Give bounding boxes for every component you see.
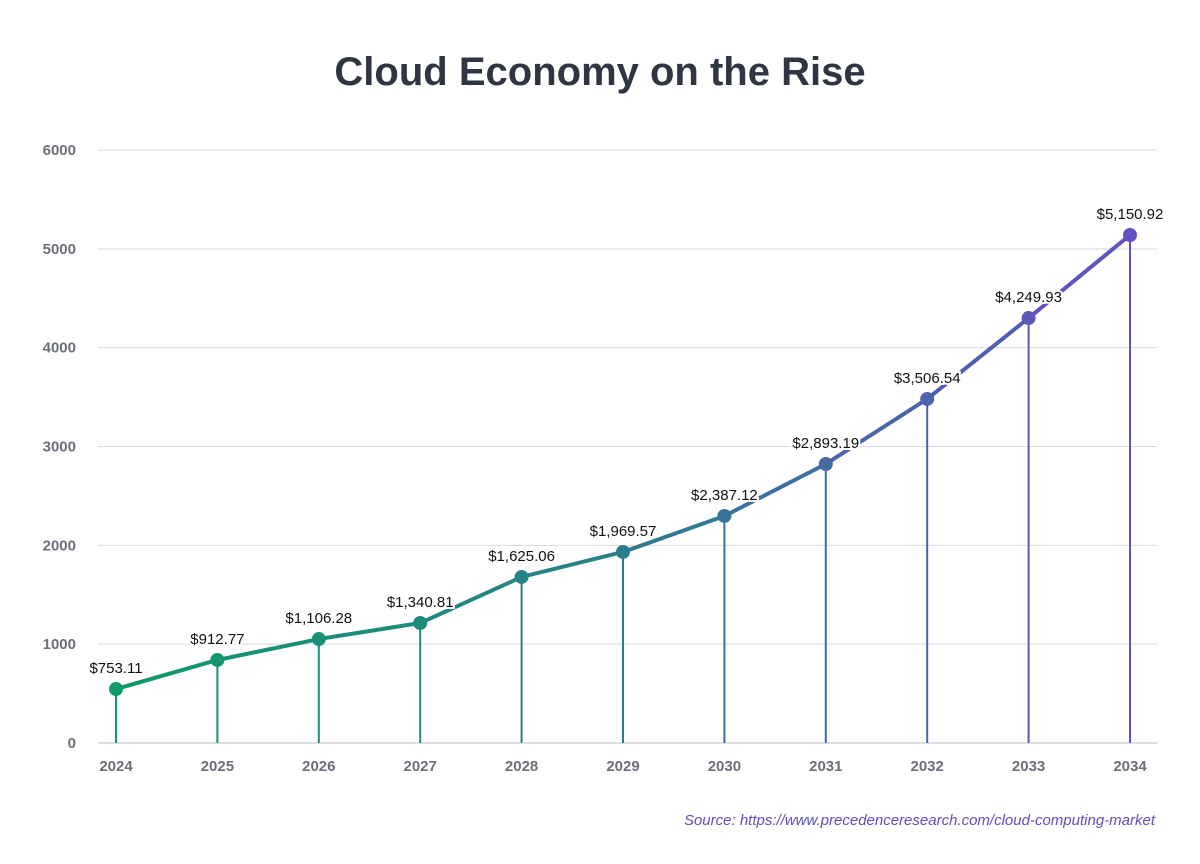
y-tick-label: 2000 [43, 537, 76, 554]
x-tick-label: 2029 [606, 758, 639, 775]
y-tick-label: 3000 [43, 439, 76, 456]
y-tick-label: 4000 [43, 340, 76, 357]
data-label: $5,150.92 [1097, 206, 1164, 223]
data-point [413, 616, 428, 631]
data-label: $1,340.81 [387, 594, 454, 611]
line-segment [418, 574, 524, 626]
data-label: $4,249.93 [995, 289, 1062, 306]
data-label: $1,625.06 [488, 548, 555, 565]
x-tick-label: 2024 [99, 758, 133, 775]
source-link[interactable]: Source: https://www.precedenceresearch.c… [683, 812, 1155, 829]
x-tick-label: 2027 [404, 758, 437, 775]
y-tick-label: 0 [68, 735, 76, 752]
data-label: $753.11 [89, 660, 142, 677]
data-point [717, 508, 732, 523]
data-point [514, 569, 529, 584]
data-label: $2,893.19 [792, 435, 859, 452]
data-label: $2,387.12 [691, 487, 758, 504]
data-label: $912.77 [190, 631, 244, 648]
line-segment [316, 621, 423, 642]
x-tick-label: 2026 [302, 758, 335, 775]
data-label: $3,506.54 [894, 370, 961, 387]
data-point [1021, 311, 1036, 326]
data-label: $1,969.57 [590, 523, 657, 540]
line-segment [722, 461, 828, 518]
data-label: $1,106.28 [285, 610, 352, 627]
x-tick-label: 2033 [1012, 758, 1045, 775]
x-tick-label: 2030 [708, 758, 741, 775]
y-tick-label: 1000 [43, 636, 76, 653]
chart-title: Cloud Economy on the Rise [334, 50, 866, 94]
data-point [311, 632, 326, 647]
x-tick-label: 2034 [1113, 758, 1147, 775]
line-segment [925, 316, 1031, 401]
line-segment [519, 549, 625, 579]
line-segment [215, 637, 321, 662]
data-point [818, 456, 833, 471]
line-segment [1026, 232, 1132, 321]
x-tick-label: 2031 [809, 758, 842, 775]
data-point [109, 682, 123, 697]
x-tick-label: 2025 [201, 758, 234, 775]
x-tick-label: 2032 [911, 758, 944, 775]
data-point [616, 544, 630, 559]
y-tick-label: 6000 [43, 142, 76, 159]
line-segment [114, 657, 220, 692]
line-segment [823, 396, 930, 466]
x-tick-label: 2028 [505, 758, 538, 775]
y-tick-label: 5000 [43, 241, 76, 258]
line-segment [621, 513, 727, 554]
data-point [1123, 227, 1137, 242]
data-point [920, 391, 935, 406]
data-point [210, 652, 225, 667]
